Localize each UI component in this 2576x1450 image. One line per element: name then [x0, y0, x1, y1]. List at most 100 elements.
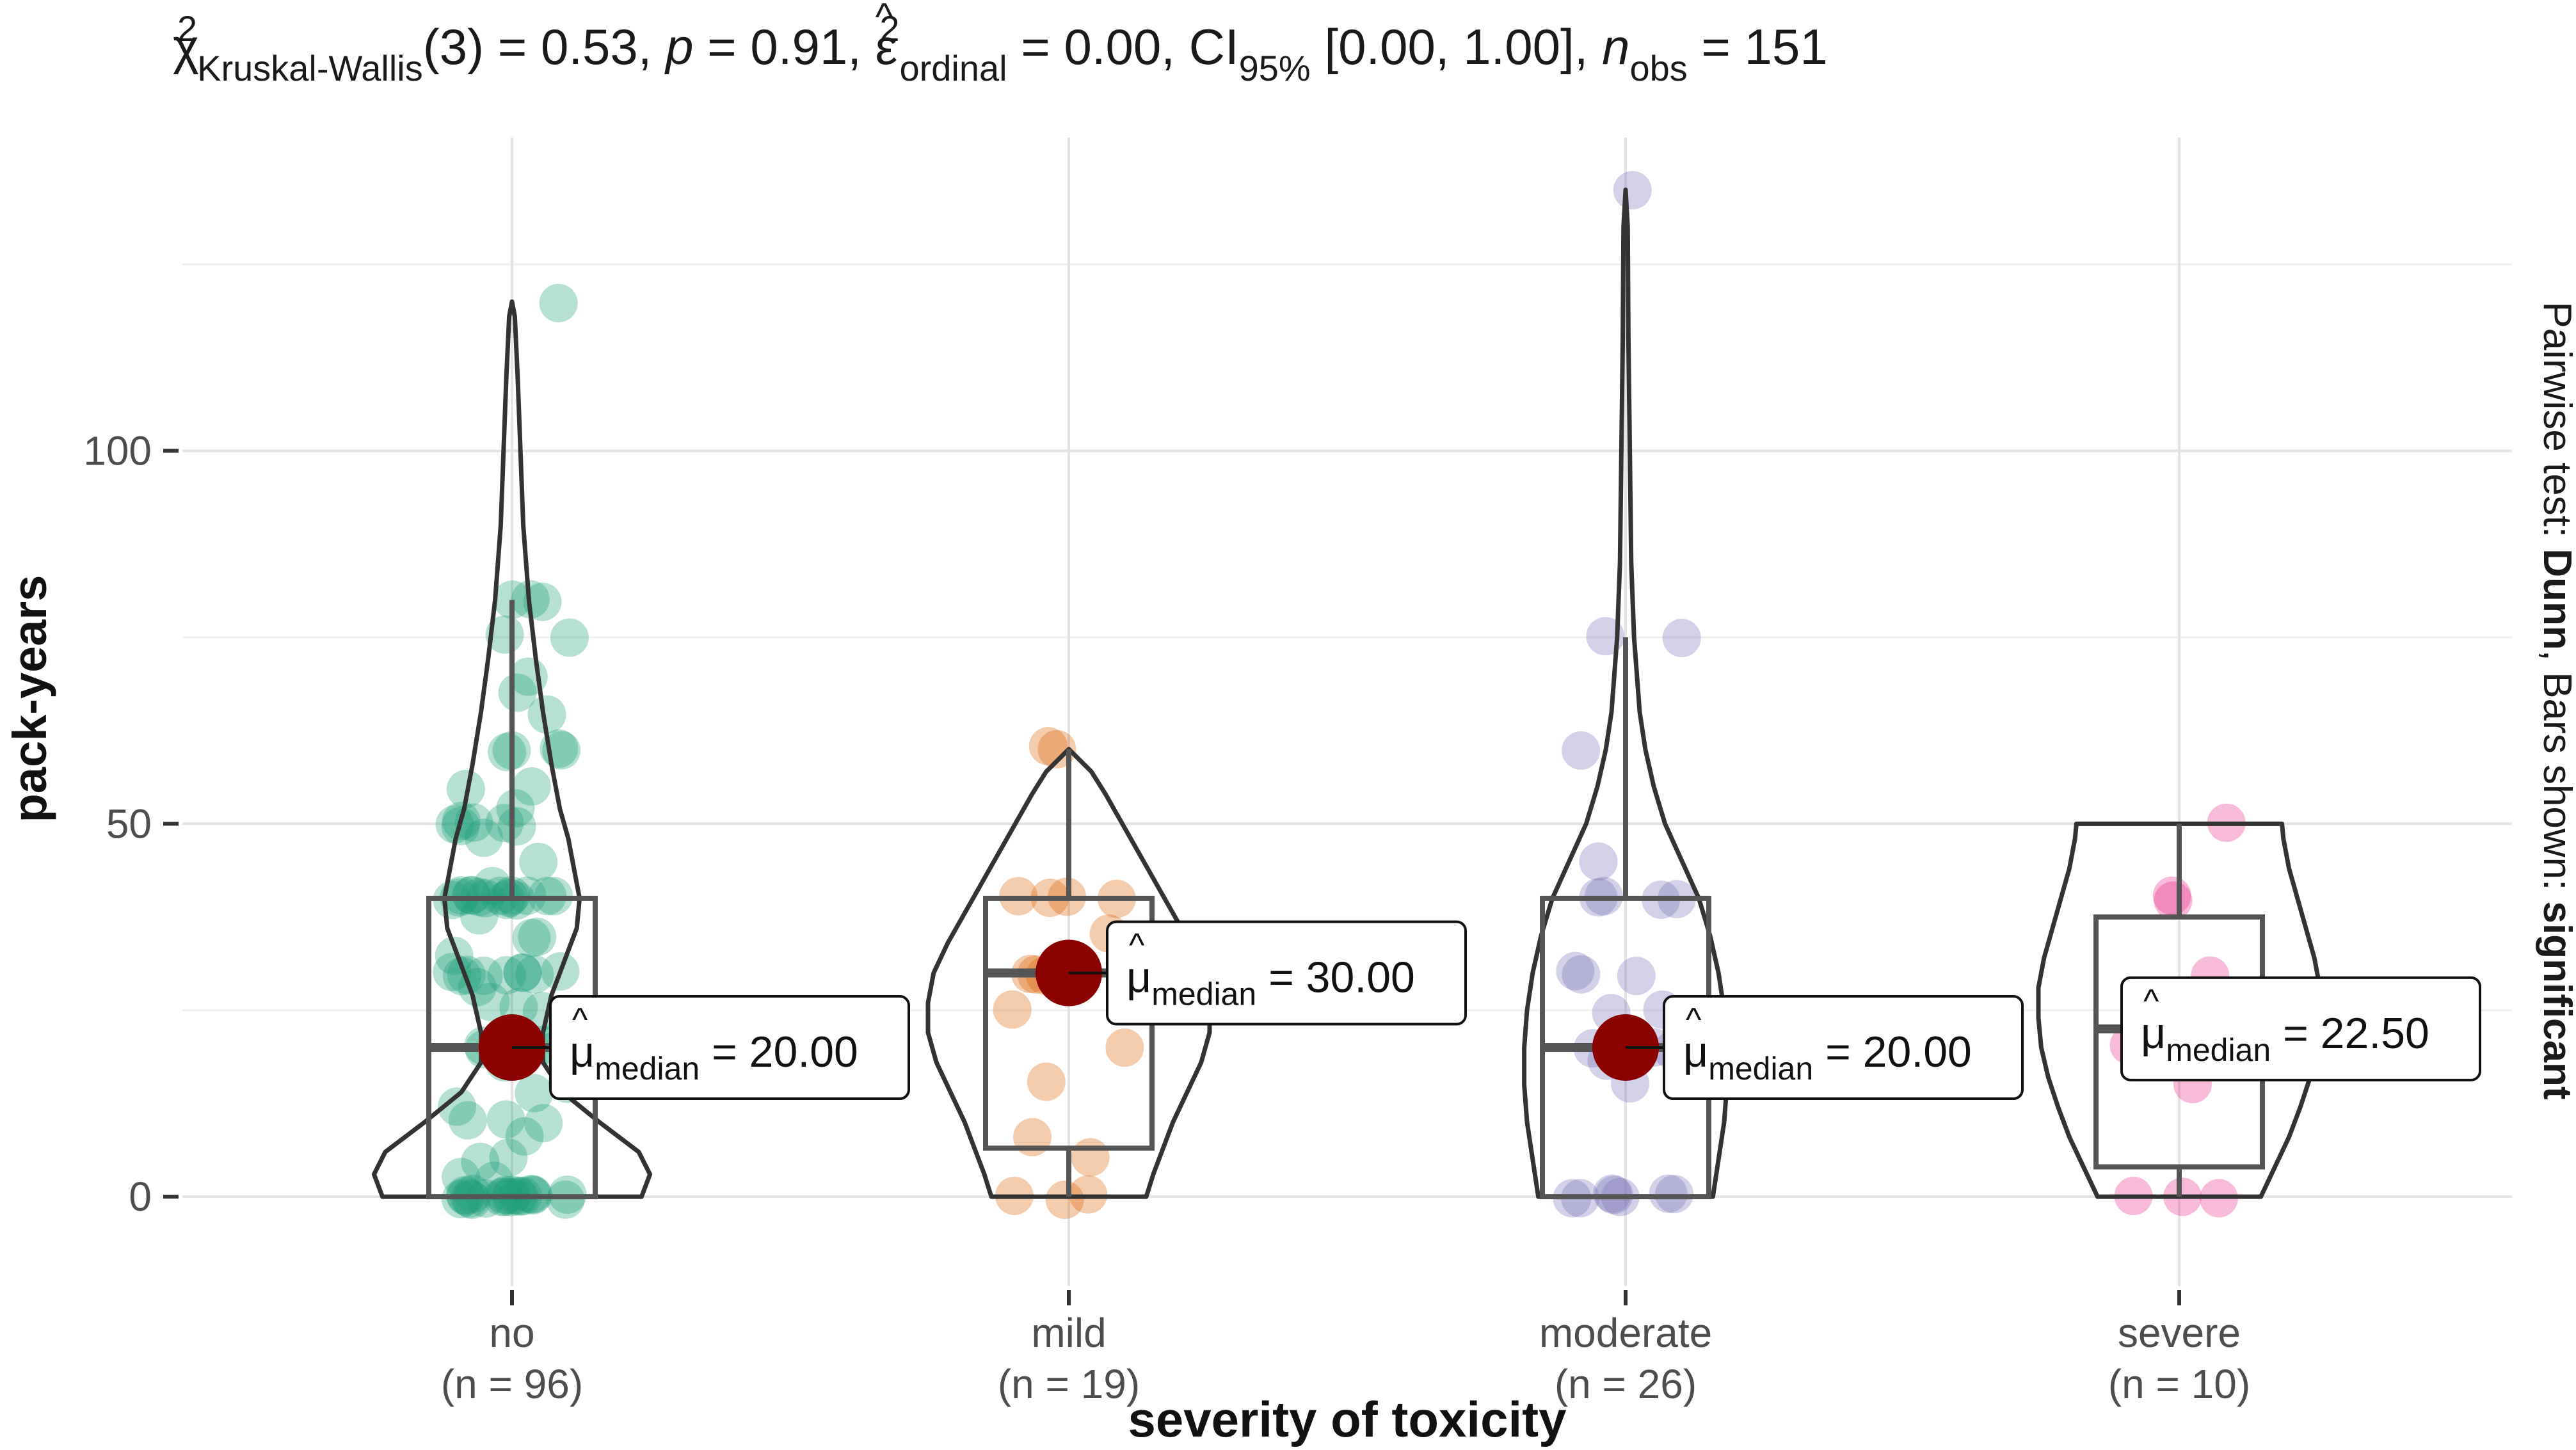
label-box-frame	[1663, 995, 2024, 1101]
data-point	[1613, 171, 1652, 210]
data-point	[1649, 1174, 1688, 1213]
data-point	[1562, 955, 1601, 994]
data-point	[1045, 1181, 1084, 1220]
data-point	[1028, 727, 1068, 766]
chi-symbol: χ	[173, 19, 199, 75]
data-point	[438, 1087, 477, 1126]
group-moderate	[1522, 171, 1729, 1218]
median-value: = 20.00	[1813, 1028, 1972, 1076]
data-point	[474, 1161, 513, 1200]
data-point	[503, 953, 542, 992]
data-point	[442, 876, 481, 915]
median-label-no: μmedian = 20.00^	[512, 995, 910, 1101]
caption-prefix: Pairwise test:	[2535, 301, 2576, 548]
data-point	[473, 866, 512, 905]
n-symbol: n	[1602, 19, 1630, 75]
df-statistic: (3) = 0.53,	[422, 19, 666, 75]
data-point	[523, 582, 562, 621]
median-label-text: μmedian = 30.00	[1126, 953, 1415, 1012]
x-tick-label: severe	[2118, 1310, 2241, 1356]
median-subscript: median	[1708, 1051, 1813, 1087]
data-point	[464, 818, 503, 857]
median-label-mild: μmedian = 30.00^	[1069, 920, 1467, 1026]
data-point	[471, 982, 510, 1021]
median-hat: ^	[1686, 1001, 1702, 1039]
data-point	[486, 1100, 525, 1139]
data-point	[452, 1180, 492, 1219]
x-tick-count: (n = 26)	[1555, 1361, 1697, 1407]
data-point	[2152, 876, 2191, 915]
ci-subscript: 95%	[1238, 48, 1311, 88]
data-point	[497, 807, 536, 846]
data-point	[1105, 1028, 1144, 1067]
data-point	[1562, 731, 1601, 770]
violin-outline	[371, 299, 653, 1199]
y-tick-label: 50	[106, 801, 152, 847]
median-hat: ^	[2143, 983, 2159, 1020]
median-subscript: median	[1151, 976, 1256, 1012]
data-point	[452, 875, 491, 914]
epsilon-letter: ε	[875, 19, 898, 75]
data-point	[1071, 1138, 1110, 1177]
median-label-severe: μmedian = 22.50^	[2120, 976, 2481, 1081]
axes: 0 50 100 no (n = 96) mild (n = 19) moderate (n =…	[83, 428, 2250, 1407]
label-box-frame	[549, 995, 910, 1101]
p-symbol: p	[666, 19, 694, 75]
data-point	[1593, 1174, 1632, 1213]
median-labels: μmedian = 20.00^μmedian = 30.00^μmedian …	[512, 920, 2481, 1101]
median-mu-symbol: μ	[1126, 953, 1151, 1001]
x-tick-label: moderate	[1539, 1310, 1712, 1356]
data-point	[511, 1174, 550, 1213]
label-box-frame	[1106, 920, 1467, 1026]
data-point	[487, 956, 526, 995]
median-label-text: μmedian = 20.00	[570, 1028, 858, 1087]
data-point	[488, 733, 527, 772]
data-point	[527, 695, 566, 734]
caption-middle: , Bars shown:	[2535, 650, 2576, 902]
data-point	[435, 936, 474, 975]
ci-value: [0.00, 1.00],	[1310, 19, 1603, 75]
chart-subtitle: χ2Kruskal-Wallis(3) = 0.53, p = 0.91, ε ^…	[173, 0, 1828, 88]
data-point	[442, 1158, 481, 1197]
y-tick-label: 100	[83, 428, 152, 474]
data-point	[489, 1138, 528, 1177]
data-point	[493, 580, 532, 619]
median-label-text: μmedian = 20.00	[1683, 1028, 1972, 1087]
median-hat: ^	[572, 1001, 588, 1039]
label-box-frame	[2120, 976, 2481, 1081]
epsilon-value: = 0.00, CI	[1007, 19, 1239, 75]
x-axis-label: severity of toxicity	[1128, 1391, 1567, 1447]
violin-outline	[925, 747, 1212, 1199]
chi-superscript: 2	[177, 8, 198, 49]
data-point	[503, 953, 542, 992]
data-point	[512, 767, 551, 806]
data-point	[498, 673, 537, 712]
data-point	[464, 957, 503, 996]
data-point	[512, 918, 551, 957]
data-point	[519, 843, 558, 882]
data-point	[546, 1180, 585, 1219]
data-point	[539, 283, 578, 323]
data-point	[1617, 957, 1656, 996]
data-point	[1579, 842, 1618, 881]
median-hat: ^	[1129, 927, 1145, 964]
epsilon-superscript: 2	[879, 8, 900, 49]
median-value: = 22.50	[2271, 1009, 2429, 1058]
p-value: = 0.91,	[693, 19, 876, 75]
median-value: = 20.00	[700, 1028, 858, 1076]
data-point	[1556, 952, 1595, 991]
violin-outline	[1522, 187, 1729, 1199]
epsilon-symbol: ε ^	[875, 0, 898, 82]
data-point	[518, 918, 557, 957]
data-point	[1027, 1062, 1066, 1101]
data-point	[1662, 619, 1701, 658]
pairwise-caption: Pairwise test: Dunn, Bars shown: signifi…	[2535, 301, 2576, 1099]
data-point	[508, 876, 547, 915]
caption-test-name: Dunn	[2535, 548, 2576, 649]
x-tick-count: (n = 96)	[441, 1361, 583, 1407]
n-value: = 151	[1687, 19, 1828, 75]
epsilon-subscript: ordinal	[899, 48, 1007, 88]
data-point	[2154, 881, 2193, 920]
chi-subscript: Kruskal-Wallis	[197, 48, 423, 88]
